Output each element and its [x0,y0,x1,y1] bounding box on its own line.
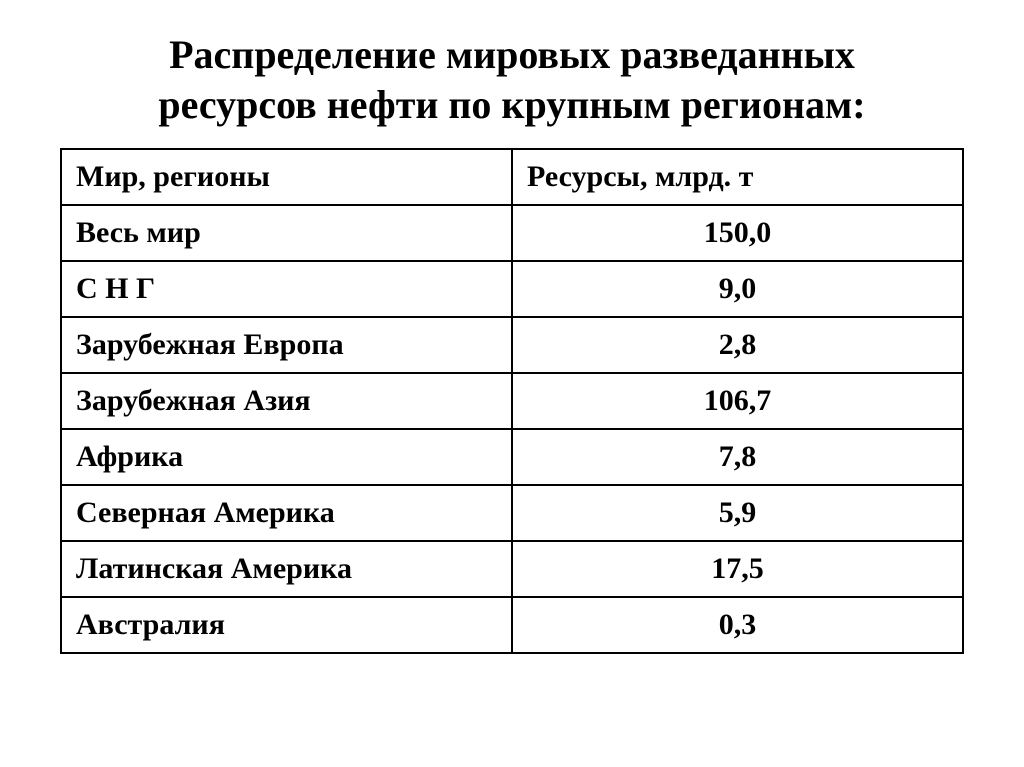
header-value: Ресурсы, млрд. т [512,149,963,205]
cell-value: 150,0 [512,205,963,261]
cell-region: Весь мир [61,205,512,261]
cell-value: 0,3 [512,597,963,653]
cell-value: 2,8 [512,317,963,373]
header-region: Мир, регионы [61,149,512,205]
cell-value: 5,9 [512,485,963,541]
table-row: Весь мир 150,0 [61,205,963,261]
table-header-row: Мир, регионы Ресурсы, млрд. т [61,149,963,205]
cell-region: Австралия [61,597,512,653]
table-row: Северная Америка 5,9 [61,485,963,541]
resources-table: Мир, регионы Ресурсы, млрд. т Весь мир 1… [60,148,964,654]
cell-region: Африка [61,429,512,485]
page-title: Распределение мировых разведанных ресурс… [60,30,964,130]
table-row: Зарубежная Европа 2,8 [61,317,963,373]
cell-value: 17,5 [512,541,963,597]
cell-value: 106,7 [512,373,963,429]
table-row: Австралия 0,3 [61,597,963,653]
cell-region: Северная Америка [61,485,512,541]
cell-region: Зарубежная Азия [61,373,512,429]
cell-region: Зарубежная Европа [61,317,512,373]
table-row: Африка 7,8 [61,429,963,485]
table-row: Зарубежная Азия 106,7 [61,373,963,429]
table-row: С Н Г 9,0 [61,261,963,317]
cell-value: 9,0 [512,261,963,317]
cell-value: 7,8 [512,429,963,485]
cell-region: С Н Г [61,261,512,317]
table-row: Латинская Америка 17,5 [61,541,963,597]
cell-region: Латинская Америка [61,541,512,597]
